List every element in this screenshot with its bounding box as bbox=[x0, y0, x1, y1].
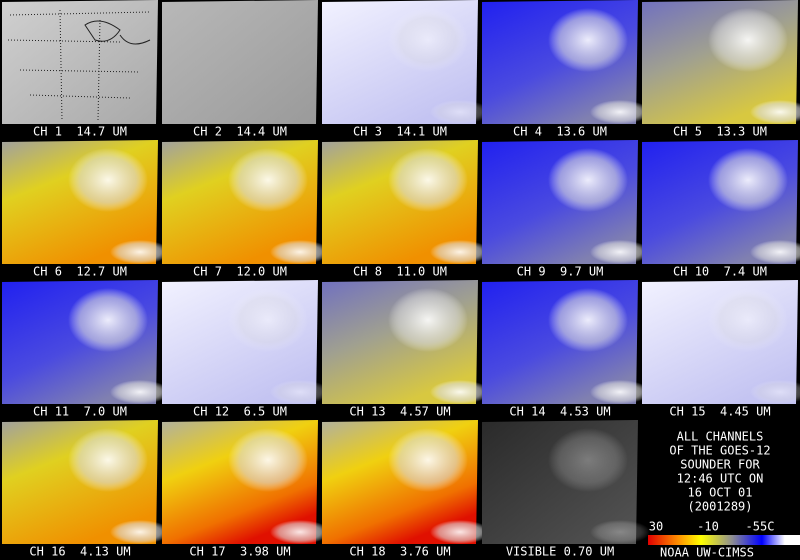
map-lines bbox=[7, 9, 151, 121]
cloud-mass bbox=[708, 148, 788, 212]
satellite-panel: CH 5 13.3 UM bbox=[642, 0, 800, 139]
panel-label: CH 14 4.53 UM bbox=[509, 405, 610, 419]
panel-label: CH 7 12.0 UM bbox=[193, 265, 287, 279]
satellite-panel: CH 15 4.45 UM bbox=[642, 280, 800, 419]
cloud-mass bbox=[708, 288, 788, 352]
satellite-panel: CH 3 14.1 UM bbox=[322, 0, 490, 139]
cloud-mass bbox=[708, 8, 788, 72]
cloud-band bbox=[270, 240, 330, 264]
satellite-panel: CH 7 12.0 UM bbox=[162, 140, 330, 279]
satellite-panel: CH 8 11.0 UM bbox=[322, 140, 490, 279]
panel-label: CH 6 12.7 UM bbox=[33, 265, 127, 279]
panel-label: CH 16 4.13 UM bbox=[29, 545, 130, 559]
info-line: OF THE GOES-12 bbox=[669, 444, 770, 458]
satellite-panel: CH 16 4.13 UM bbox=[2, 420, 170, 559]
info-line: (2001289) bbox=[687, 500, 752, 514]
cloud-band bbox=[590, 100, 650, 124]
satellite-panel: CH 17 3.98 UM bbox=[162, 420, 330, 559]
cloud-band bbox=[110, 240, 170, 264]
panel-label: CH 1 14.7 UM bbox=[33, 125, 127, 139]
panel-label: CH 18 3.76 UM bbox=[349, 545, 450, 559]
satellite-panel: CH 1 14.7 UM bbox=[2, 0, 158, 139]
panel-label: CH 5 13.3 UM bbox=[673, 125, 767, 139]
satellite-panel: CH 9 9.7 UM bbox=[482, 140, 650, 279]
panel-label: CH 8 11.0 UM bbox=[353, 265, 447, 279]
cloud-mass bbox=[548, 148, 628, 212]
cloud-mass bbox=[68, 148, 148, 212]
info-line: 12:46 UTC ON bbox=[677, 472, 764, 486]
panel-image bbox=[162, 0, 318, 124]
satellite-panel: CH 11 7.0 UM bbox=[2, 280, 170, 419]
cloud-band bbox=[110, 380, 170, 404]
panel-label: CH 4 13.6 UM bbox=[513, 125, 607, 139]
panel-label: CH 10 7.4 UM bbox=[673, 265, 767, 279]
satellite-panel: CH 2 14.4 UM bbox=[162, 0, 318, 139]
satellite-panel: CH 13 4.57 UM bbox=[322, 280, 490, 419]
info-line: SOUNDER FOR bbox=[680, 458, 760, 472]
cloud-mass bbox=[68, 288, 148, 352]
cloud-band bbox=[590, 520, 650, 544]
panel-label: CH 2 14.4 UM bbox=[193, 125, 287, 139]
cloud-mass bbox=[388, 428, 468, 492]
credit: NOAA UW-CIMSS bbox=[660, 546, 754, 560]
satellite-panel: VISIBLE 0.70 UM bbox=[482, 420, 650, 559]
satellite-panel: CH 12 6.5 UM bbox=[162, 280, 330, 419]
panel-label: CH 12 6.5 UM bbox=[193, 405, 287, 419]
cloud-mass bbox=[548, 288, 628, 352]
cloud-band bbox=[270, 380, 330, 404]
cloud-mass bbox=[228, 148, 308, 212]
panel-label: CH 9 9.7 UM bbox=[517, 265, 604, 279]
cloud-mass bbox=[228, 428, 308, 492]
scale-label: 30 bbox=[649, 520, 663, 534]
cloud-band bbox=[750, 240, 800, 264]
cloud-mass bbox=[388, 148, 468, 212]
cloud-band bbox=[430, 520, 490, 544]
cloud-mass bbox=[548, 428, 628, 492]
cloud-band bbox=[430, 380, 490, 404]
satellite-panel: CH 18 3.76 UM bbox=[322, 420, 490, 559]
cloud-mass bbox=[548, 8, 628, 72]
cloud-mass bbox=[388, 288, 468, 352]
cloud-mass bbox=[388, 8, 468, 72]
cloud-mass bbox=[68, 428, 148, 492]
panel-label: CH 13 4.57 UM bbox=[349, 405, 450, 419]
cloud-band bbox=[750, 100, 800, 124]
panel-label: VISIBLE 0.70 UM bbox=[506, 545, 614, 559]
panel-label: CH 3 14.1 UM bbox=[353, 125, 447, 139]
info-line: ALL CHANNELS bbox=[677, 430, 764, 444]
color-scale bbox=[648, 535, 800, 545]
cloud-mass bbox=[228, 288, 308, 352]
cloud-band bbox=[430, 100, 490, 124]
cloud-band bbox=[110, 520, 170, 544]
scale-label: -55C bbox=[746, 520, 775, 534]
cloud-band bbox=[590, 380, 650, 404]
satellite-panel: CH 6 12.7 UM bbox=[2, 140, 170, 279]
satellite-panel: CH 10 7.4 UM bbox=[642, 140, 800, 279]
panel-label: CH 17 3.98 UM bbox=[189, 545, 290, 559]
cloud-band bbox=[590, 240, 650, 264]
cloud-band bbox=[750, 380, 800, 404]
scale-label: -10 bbox=[697, 520, 719, 534]
panel-label: CH 11 7.0 UM bbox=[33, 405, 127, 419]
cloud-band bbox=[430, 240, 490, 264]
panel-label: CH 15 4.45 UM bbox=[669, 405, 770, 419]
panel-image bbox=[2, 0, 158, 124]
info-line: 16 OCT 01 bbox=[687, 486, 752, 500]
satellite-panel: CH 4 13.6 UM bbox=[482, 0, 650, 139]
satellite-panel: CH 14 4.53 UM bbox=[482, 280, 650, 419]
cloud-band bbox=[270, 520, 330, 544]
